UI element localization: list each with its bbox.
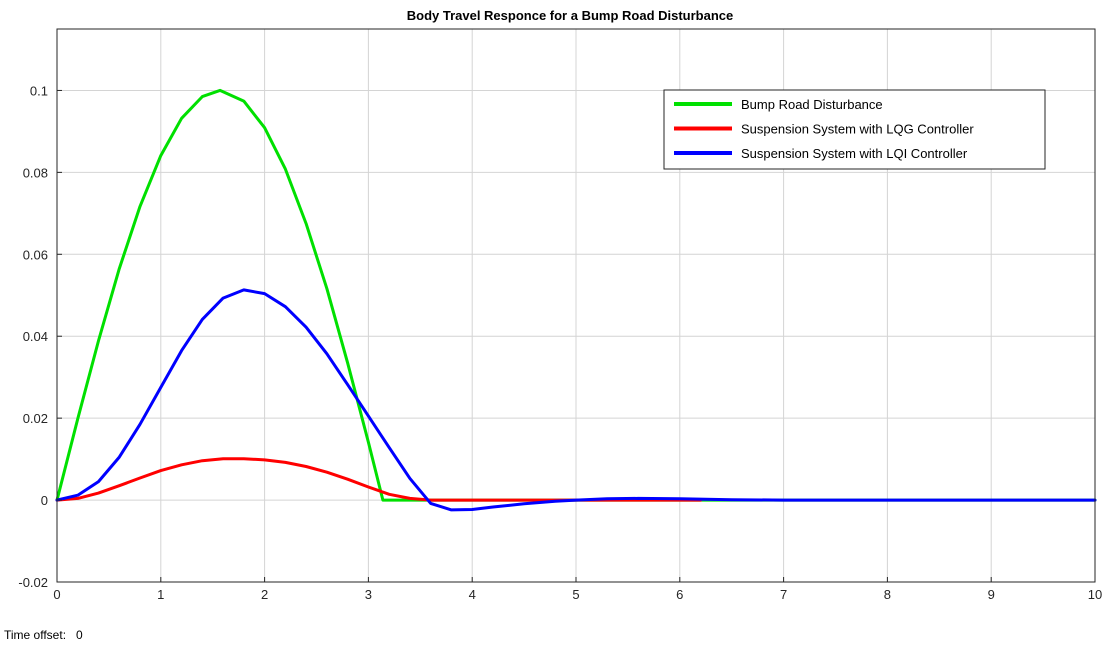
y-tick-label: 0.04 (23, 329, 48, 344)
x-tick-label: 5 (572, 587, 579, 602)
time-offset-label: Time offset: (4, 628, 67, 642)
x-tick-label: 4 (469, 587, 476, 602)
y-tick-label: 0 (41, 493, 48, 508)
x-tick-label: 3 (365, 587, 372, 602)
x-tick-label: 6 (676, 587, 683, 602)
x-tick-label: 8 (884, 587, 891, 602)
axes: 0 1 2 3 4 5 6 7 8 9 10 -0.02 0 0.02 0.04 0.06 0.08 0.1 (18, 28, 1102, 602)
x-tick-label: 1 (157, 587, 164, 602)
x-tick-label: 2 (261, 587, 268, 602)
time-offset-readout: Time offset: 0 (4, 628, 83, 642)
x-tick-label: 7 (780, 587, 787, 602)
series-line (55, 288, 1097, 512)
y-tick-label: 0.06 (23, 247, 48, 262)
y-tick-label: 0.08 (23, 165, 48, 180)
x-tick-label: 0 (53, 587, 60, 602)
legend-label: Bump Road Disturbance (741, 97, 883, 112)
series-lines (55, 88, 1097, 512)
series-line (55, 457, 703, 502)
time-offset-value: 0 (76, 628, 83, 642)
legend-label: Suspension System with LQI Controller (741, 146, 968, 161)
y-tick-label: 0.02 (23, 411, 48, 426)
legend: Bump Road Disturbance Suspension System w… (663, 89, 1046, 170)
chart-title: Body Travel Responce for a Bump Road Dis… (407, 8, 734, 23)
series-line (55, 88, 1097, 502)
y-tick-label: 0.1 (30, 83, 48, 98)
legend-label: Suspension System with LQG Controller (741, 122, 974, 137)
y-tick-label: -0.02 (18, 575, 48, 590)
x-tick-label: 10 (1088, 587, 1102, 602)
x-tick-label: 9 (988, 587, 995, 602)
